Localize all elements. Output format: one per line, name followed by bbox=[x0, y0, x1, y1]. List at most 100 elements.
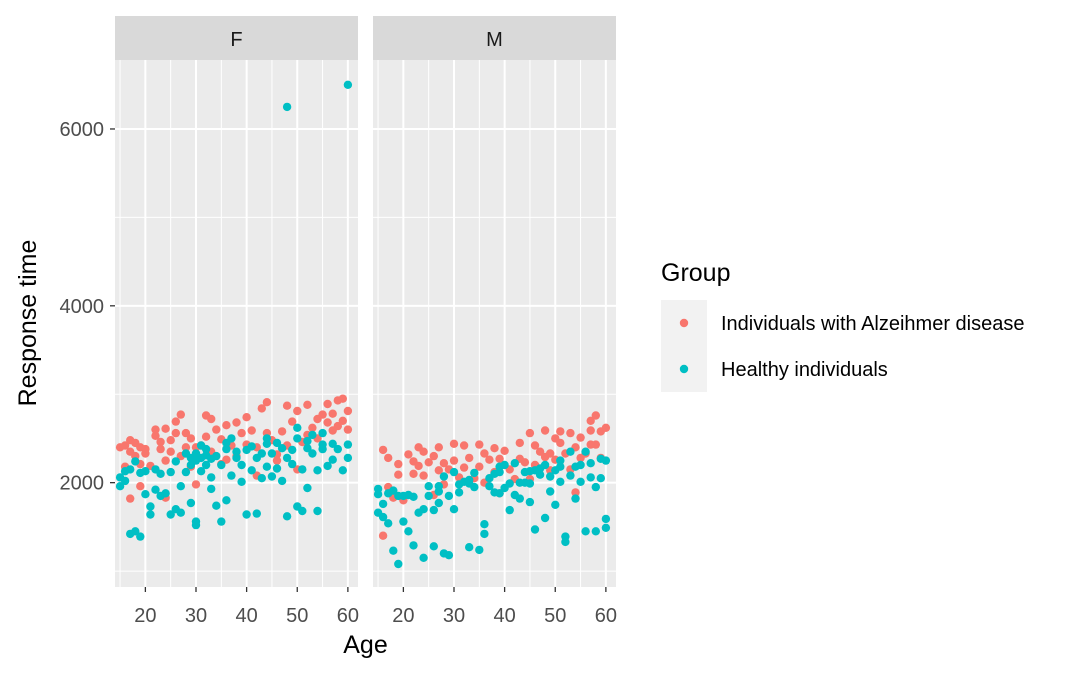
data-point bbox=[252, 509, 261, 518]
plot-panel-m bbox=[373, 60, 616, 587]
data-point bbox=[323, 418, 332, 427]
data-point bbox=[535, 470, 545, 479]
facet-panel-m: M 20 30 40 50 60 bbox=[373, 16, 617, 627]
data-point bbox=[176, 410, 185, 419]
data-point bbox=[141, 490, 150, 499]
gridlines-m bbox=[373, 60, 616, 587]
series-healthy-m bbox=[373, 447, 611, 569]
data-point bbox=[156, 444, 165, 454]
data-point bbox=[156, 469, 165, 478]
data-point bbox=[323, 461, 332, 471]
data-point bbox=[232, 453, 241, 463]
data-point bbox=[556, 462, 565, 471]
plot-panel-f bbox=[115, 60, 358, 587]
data-point bbox=[571, 488, 580, 497]
data-point bbox=[181, 428, 191, 438]
data-point bbox=[540, 513, 550, 523]
data-point bbox=[328, 409, 337, 418]
data-point bbox=[571, 494, 580, 503]
data-point bbox=[429, 451, 438, 461]
data-point bbox=[475, 462, 484, 471]
data-point bbox=[419, 471, 428, 480]
data-point bbox=[434, 443, 443, 452]
data-point bbox=[399, 517, 408, 526]
data-point bbox=[490, 444, 499, 453]
data-point bbox=[444, 551, 454, 560]
data-point bbox=[465, 453, 474, 463]
data-point bbox=[277, 444, 287, 453]
data-point bbox=[166, 436, 175, 445]
facet-strip-label-m: M bbox=[486, 29, 503, 51]
data-point bbox=[454, 488, 464, 497]
data-point bbox=[227, 471, 236, 480]
data-point bbox=[262, 439, 272, 448]
data-point bbox=[318, 444, 327, 454]
data-point bbox=[525, 467, 535, 476]
data-point bbox=[404, 527, 413, 536]
data-point bbox=[308, 449, 317, 458]
data-point bbox=[222, 455, 231, 464]
legend-key-dot-alzheimer bbox=[679, 318, 689, 328]
data-point bbox=[217, 460, 226, 470]
data-point bbox=[404, 490, 413, 500]
data-point bbox=[328, 439, 337, 448]
data-point bbox=[333, 421, 342, 431]
data-point bbox=[409, 469, 418, 478]
x-axis-m: 20 30 40 50 60 bbox=[392, 587, 617, 627]
data-point bbox=[293, 423, 302, 432]
data-point bbox=[576, 477, 585, 486]
data-point bbox=[566, 428, 575, 438]
data-point bbox=[586, 459, 595, 468]
data-point bbox=[237, 477, 246, 486]
series-alzheimer-m bbox=[378, 411, 611, 540]
data-point bbox=[515, 494, 524, 503]
data-point bbox=[257, 449, 266, 458]
data-point bbox=[419, 553, 428, 562]
data-point bbox=[546, 472, 555, 481]
data-point bbox=[151, 485, 160, 494]
data-point bbox=[303, 436, 312, 446]
data-point bbox=[181, 443, 191, 452]
data-point bbox=[576, 433, 585, 442]
data-point bbox=[176, 508, 185, 517]
data-point bbox=[434, 466, 443, 475]
data-point bbox=[384, 519, 393, 528]
data-point bbox=[217, 517, 226, 526]
data-point bbox=[201, 460, 211, 470]
data-point bbox=[429, 505, 438, 515]
data-point bbox=[247, 466, 256, 475]
x-tick-label: 50 bbox=[544, 605, 566, 627]
data-point bbox=[449, 456, 459, 465]
data-point bbox=[131, 457, 140, 466]
data-point bbox=[120, 476, 130, 486]
data-point bbox=[191, 449, 201, 458]
data-point bbox=[115, 482, 125, 491]
data-point bbox=[207, 473, 216, 482]
data-point bbox=[434, 482, 443, 491]
data-point bbox=[181, 467, 191, 477]
data-point bbox=[500, 446, 509, 455]
data-point bbox=[222, 444, 231, 454]
data-point bbox=[318, 410, 327, 419]
data-point bbox=[465, 543, 474, 552]
data-point bbox=[586, 473, 595, 482]
data-point bbox=[298, 465, 307, 474]
data-point bbox=[136, 482, 145, 491]
data-point bbox=[581, 527, 590, 536]
data-point bbox=[272, 464, 282, 473]
data-point bbox=[282, 453, 292, 463]
data-point bbox=[207, 414, 216, 424]
data-point bbox=[591, 527, 600, 536]
data-point bbox=[171, 428, 180, 438]
data-point bbox=[449, 439, 459, 448]
data-point bbox=[333, 444, 342, 454]
data-point bbox=[176, 482, 185, 491]
data-point bbox=[596, 474, 605, 483]
facet-strip-f bbox=[115, 16, 358, 60]
data-point bbox=[546, 487, 555, 496]
data-point bbox=[480, 529, 489, 539]
data-point bbox=[161, 424, 170, 433]
data-point bbox=[525, 479, 535, 488]
data-point bbox=[378, 531, 388, 540]
series-healthy-f bbox=[115, 80, 353, 541]
